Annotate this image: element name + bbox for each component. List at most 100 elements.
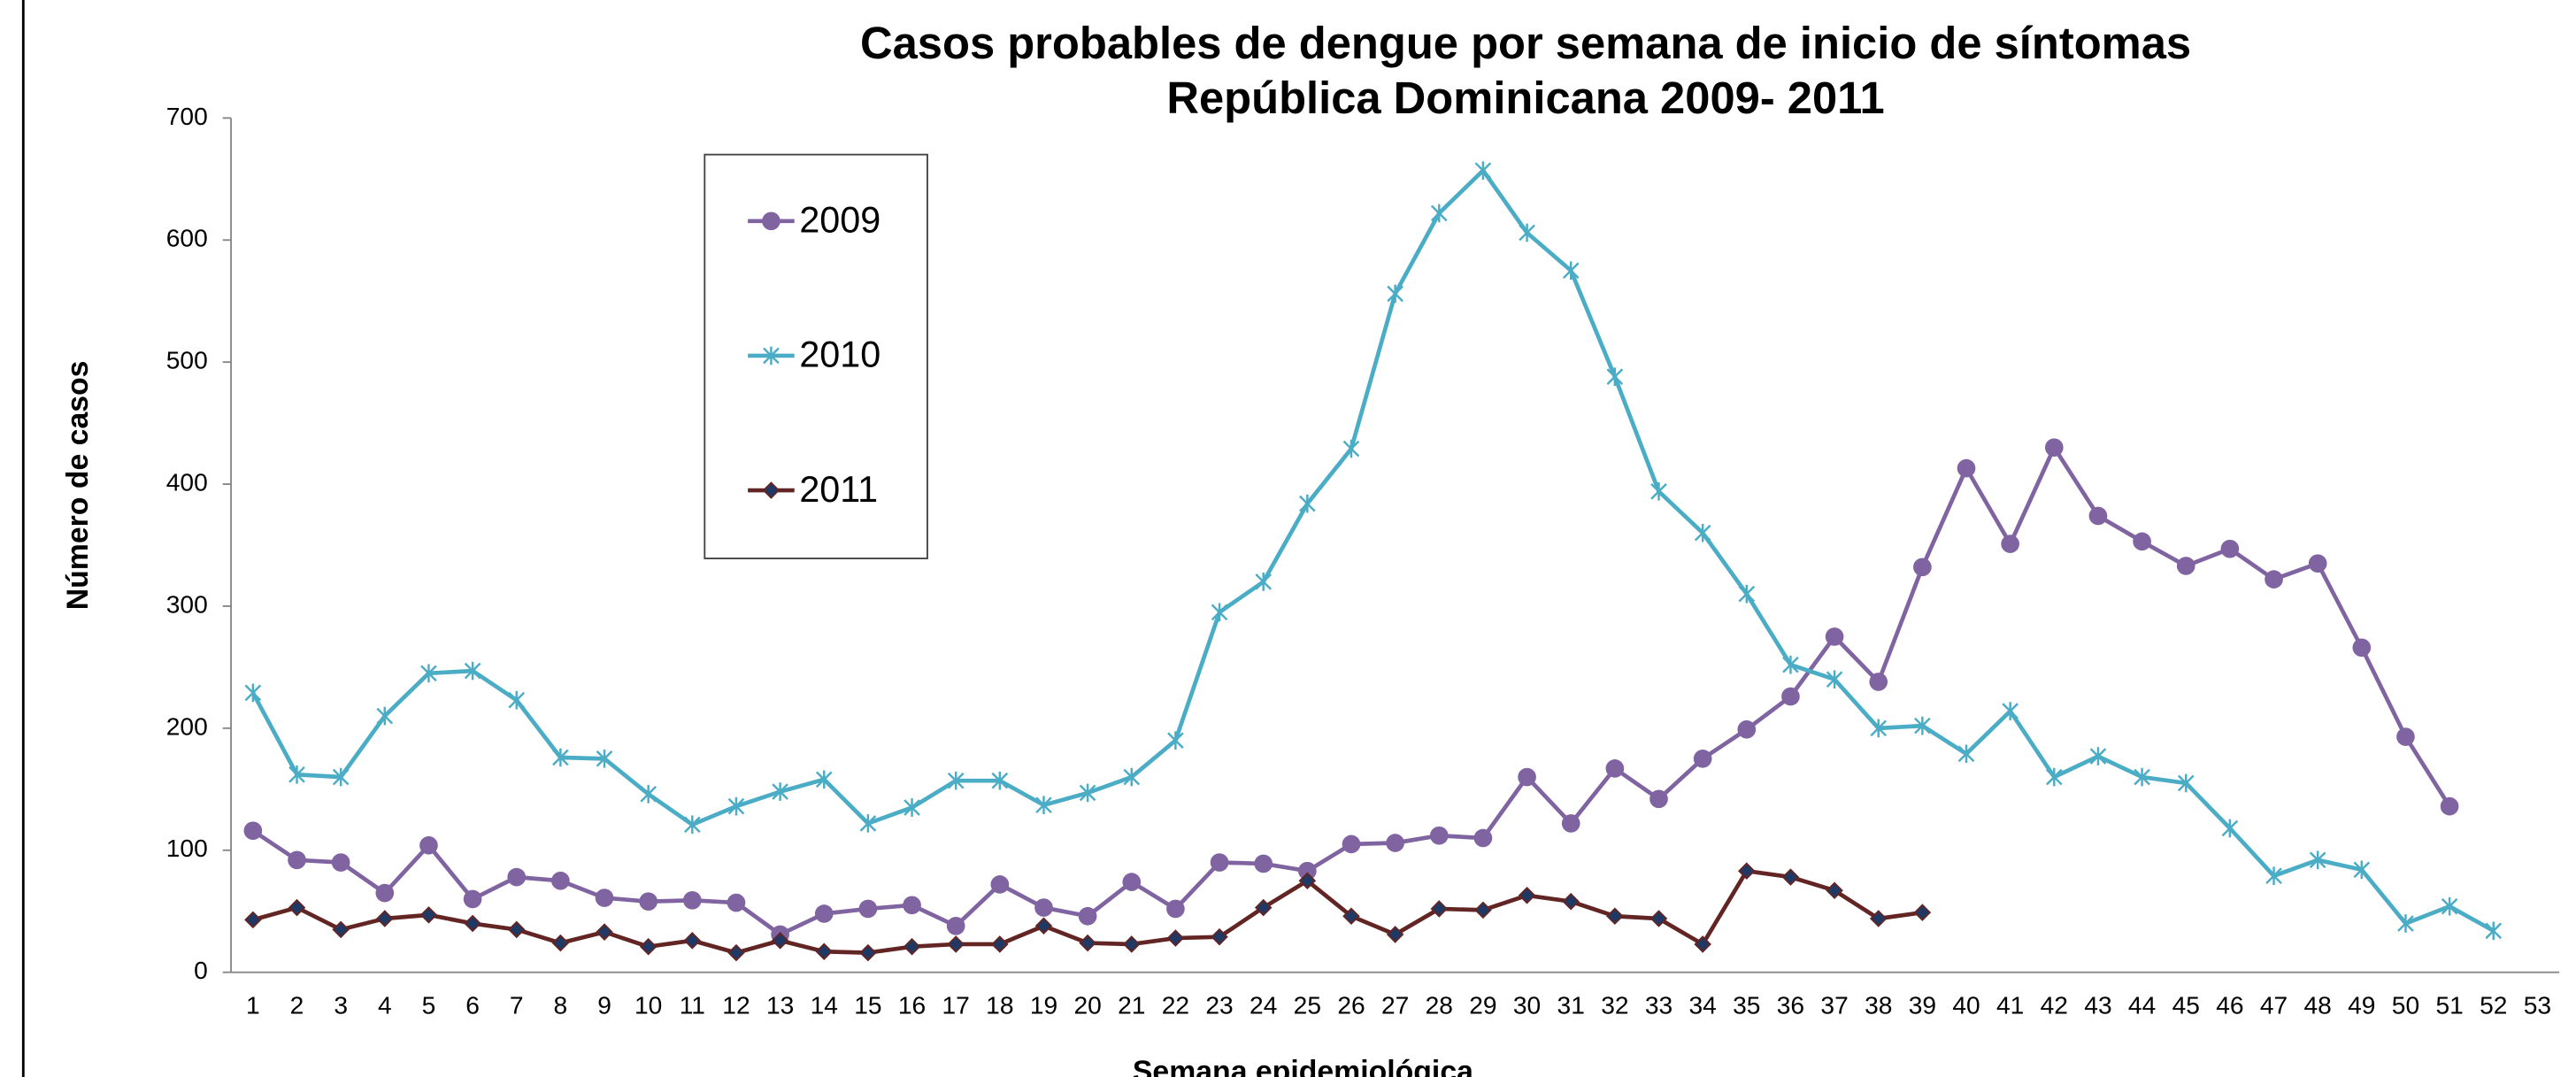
marker [727, 796, 745, 816]
marker [1342, 907, 1360, 926]
marker [2485, 921, 2503, 941]
marker [815, 770, 833, 789]
x-tick-label: 5 [422, 991, 436, 1019]
x-tick-label: 43 [2084, 991, 2111, 1019]
marker [903, 896, 921, 915]
marker [420, 664, 437, 683]
x-tick-label: 14 [811, 991, 838, 1019]
marker [595, 889, 614, 907]
x-axis-title: Semana epidemiológica [1133, 1055, 1474, 1077]
marker [375, 883, 395, 903]
x-tick-label: 10 [634, 991, 662, 1019]
marker [1430, 204, 1448, 223]
marker [947, 935, 965, 953]
x-tick-label: 4 [378, 991, 392, 1019]
x-tick-label: 24 [1250, 991, 1277, 1019]
marker [2308, 554, 2327, 573]
marker [762, 212, 780, 231]
marker [1694, 935, 1711, 953]
x-tick-label: 37 [1820, 991, 1848, 1019]
marker [1606, 367, 1624, 387]
marker [1561, 814, 1580, 833]
marker [2133, 532, 2151, 551]
marker [464, 661, 481, 681]
marker [1693, 750, 1712, 768]
x-tick-label: 46 [2216, 991, 2243, 1019]
marker [1035, 796, 1052, 815]
marker [1870, 719, 1888, 738]
x-tick-label: 22 [1162, 991, 1189, 1019]
marker [727, 943, 745, 962]
marker [1122, 935, 1141, 953]
marker [2353, 860, 2371, 880]
marker [991, 771, 1009, 790]
marker [815, 942, 834, 961]
x-tick-label: 1 [246, 991, 260, 1019]
x-tick-label: 36 [1777, 991, 1804, 1019]
x-tick-label: 33 [1645, 991, 1672, 1019]
x-tick-label: 6 [465, 991, 480, 1019]
marker [552, 748, 569, 767]
marker [288, 850, 306, 870]
marker [946, 916, 965, 935]
marker [2176, 557, 2195, 575]
marker [1606, 907, 1624, 926]
marker [1650, 482, 1667, 501]
marker [683, 932, 702, 950]
marker [904, 798, 920, 817]
marker [1034, 917, 1053, 935]
marker [2044, 438, 2064, 458]
marker [1254, 854, 1273, 873]
marker [1519, 223, 1535, 242]
marker [2396, 727, 2415, 746]
x-tick-label: 51 [2435, 991, 2463, 1019]
marker [639, 892, 658, 912]
x-tick-label: 7 [510, 991, 524, 1019]
marker [1342, 439, 1360, 458]
y-tick-label: 300 [166, 589, 208, 618]
marker [244, 683, 262, 703]
marker [1473, 828, 1493, 848]
x-tick-label: 18 [986, 991, 1013, 1019]
marker [2089, 747, 2107, 765]
x-tick-label: 17 [942, 991, 970, 1019]
x-tick-label: 3 [334, 991, 348, 1019]
marker [376, 910, 394, 927]
marker [1167, 731, 1184, 750]
marker [1166, 899, 1185, 919]
x-tick-label: 19 [1030, 991, 1057, 1019]
marker [1298, 872, 1317, 890]
marker [1342, 835, 1361, 854]
marker [332, 767, 350, 787]
marker [507, 867, 527, 887]
marker [1429, 826, 1449, 845]
marker [814, 904, 834, 923]
x-tick-label: 38 [1865, 991, 1892, 1019]
legend-label: 2009 [799, 200, 880, 241]
marker [1957, 458, 1976, 478]
x-tick-label: 11 [680, 991, 705, 1019]
marker [1914, 716, 1931, 735]
marker [1079, 783, 1096, 803]
y-tick-label: 600 [166, 224, 208, 252]
x-tick-label: 27 [1381, 991, 1409, 1019]
x-tick-label: 50 [2392, 991, 2419, 1019]
marker [2220, 539, 2240, 558]
marker [1430, 900, 1449, 918]
marker [763, 346, 780, 365]
marker [858, 899, 878, 919]
y-tick-label: 500 [166, 346, 208, 374]
marker [1166, 929, 1185, 947]
marker [1518, 767, 1536, 787]
marker [508, 690, 526, 710]
marker [1386, 926, 1404, 943]
marker [762, 481, 780, 499]
marker [1298, 861, 1317, 881]
x-tick-label: 12 [722, 991, 750, 1019]
marker [288, 765, 305, 784]
marker [682, 890, 702, 910]
x-tick-label: 29 [1469, 991, 1496, 1019]
x-tick-label: 25 [1294, 991, 1321, 1019]
marker [2352, 638, 2372, 658]
